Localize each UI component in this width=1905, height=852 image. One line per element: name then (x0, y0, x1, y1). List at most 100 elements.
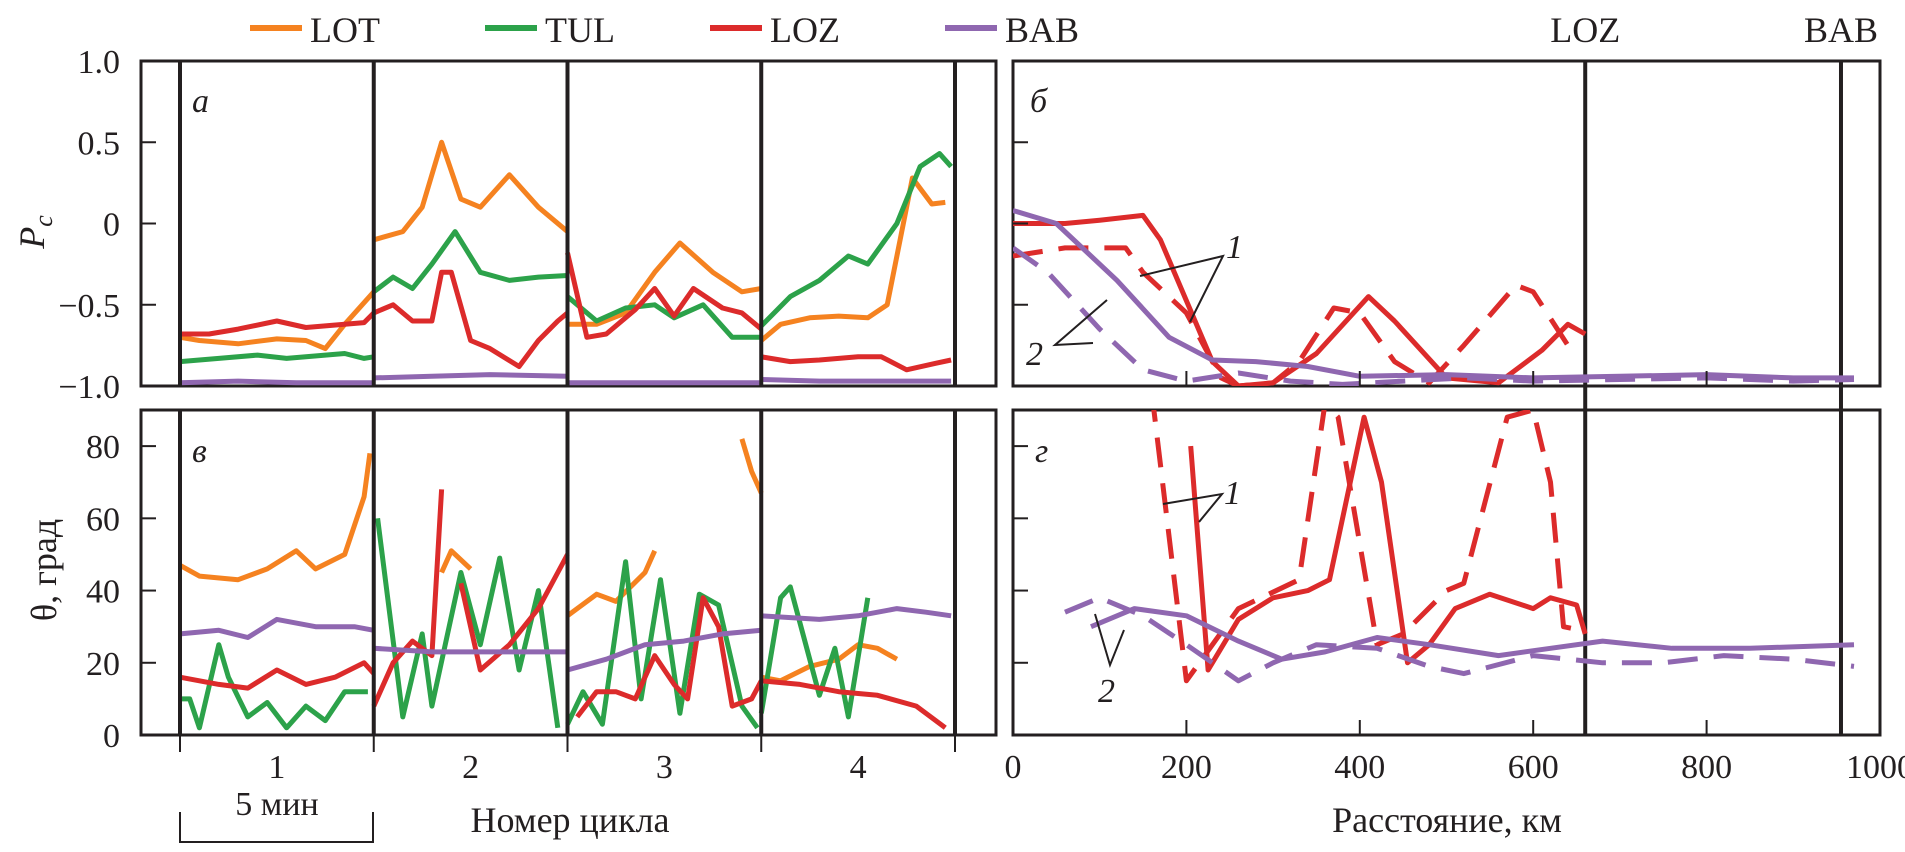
series-line-segment (565, 252, 763, 340)
panel-v-plot (178, 438, 952, 731)
legend-item-loz: LOZ (710, 10, 840, 50)
svg-text:Pc: Pc (12, 215, 58, 250)
series-line-segment (373, 372, 568, 381)
legend-label: LOZ (770, 10, 840, 50)
series-line-bab-2-dashed- (1064, 595, 1855, 684)
annotation-1-bottom: 1 (1162, 475, 1241, 523)
series-line-bab-2-solid- (1090, 606, 1855, 662)
station-labels: LOZ BAB (1550, 10, 1878, 735)
series-line-segment (739, 438, 764, 495)
legend-item-lot: LOT (250, 10, 380, 50)
series-line-loz-1-dashed- (1151, 410, 1582, 684)
x-tick-label: 600 (1508, 749, 1559, 786)
series-line-segment (565, 559, 760, 730)
legend-label: BAB (1005, 10, 1079, 50)
x-tick-label: 400 (1334, 749, 1385, 786)
y-tick-label: 20 (86, 646, 120, 683)
series-line-loz-1-solid- (1013, 212, 1587, 386)
series-bab (179, 372, 952, 386)
series-line-segment (575, 595, 764, 719)
cycle-tick-label: 4 (850, 749, 867, 786)
panel-tag-b: б (1030, 83, 1049, 120)
series-line-segment (565, 294, 762, 340)
series-line-segment (759, 175, 946, 343)
x-tick-label: 1000 (1846, 749, 1905, 786)
series-lot (179, 139, 946, 352)
legend-item-bab: BAB (945, 10, 1079, 50)
legend-label: TUL (545, 10, 615, 50)
panel-tag-v: в (192, 433, 207, 470)
left-x-axis-title: Номер цикла (470, 800, 669, 840)
right-x-axis-title: Расстояние, км (1332, 800, 1562, 840)
scale-bar (179, 812, 374, 843)
series-line-segment (372, 269, 570, 369)
series-line-segment (371, 489, 445, 708)
y-tick-label: −1.0 (58, 369, 120, 406)
series-line-segment (373, 645, 568, 655)
series-line-segment (566, 627, 762, 673)
series-line-segment (180, 311, 376, 337)
legend-label: LOT (310, 10, 380, 50)
series-line-segment (761, 377, 952, 384)
series-line-segment (179, 351, 375, 365)
series-line-segment (566, 549, 657, 618)
series-line-loz-1-solid- (1188, 414, 1588, 673)
series-line-segment (179, 660, 376, 691)
series-line-segment (567, 240, 762, 327)
series-lot (178, 438, 899, 684)
x-tick-label: 800 (1681, 749, 1732, 786)
y-tick-label: 40 (86, 574, 120, 611)
series-line-segment (179, 378, 374, 386)
y-tick-label: 0.5 (78, 125, 121, 162)
annotation-2-top: 2 (1026, 299, 1108, 373)
series-line-segment (761, 606, 952, 622)
y-tick-label: 1.0 (78, 44, 121, 81)
series-line-segment (458, 553, 570, 673)
station-label-bab: BAB (1804, 10, 1878, 50)
legend-item-tul: TUL (485, 10, 615, 50)
panel-b-frame (1011, 59, 1882, 388)
top-y-axis-title: Pc (12, 215, 58, 250)
series-line-segment (760, 354, 952, 373)
series-line-segment (179, 616, 375, 640)
series-line-bab-2-solid- (1013, 208, 1854, 381)
series-loz (179, 489, 947, 730)
cycle-tick-label: 3 (656, 749, 673, 786)
series-line-segment (439, 548, 473, 574)
panel-b-plot (1013, 208, 1855, 386)
series-bab (179, 606, 952, 673)
series-tul (179, 151, 953, 365)
x-tick-label: 200 (1161, 749, 1212, 786)
series-line-segment (759, 151, 953, 328)
annotation-label-1-bottom: 1 (1224, 475, 1241, 512)
panel-a-plot (179, 139, 953, 386)
panel-tag-g: г (1035, 433, 1048, 470)
y-tick-label: −0.5 (58, 288, 120, 325)
y-tick-label: 0 (103, 207, 120, 244)
y-tick-label: 60 (86, 501, 120, 538)
annotation-2-bottom: 2 (1094, 613, 1125, 710)
series-loz (180, 252, 952, 373)
legend: LOT TUL LOZ BAB (250, 10, 1079, 50)
cycle-tick-label: 2 (462, 749, 479, 786)
y-tick-label: 80 (86, 429, 120, 466)
series-line-segment (761, 678, 947, 730)
series-line-segment (180, 642, 368, 731)
annotation-label-2-bottom: 2 (1098, 673, 1115, 710)
series-line-segment (179, 290, 376, 352)
series-line-segment (178, 452, 373, 583)
series-line-segment (375, 517, 561, 729)
annotation-label-1-top: 1 (1226, 229, 1243, 266)
annotation-label-2-top: 2 (1026, 336, 1043, 373)
cycle-tick-label: 1 (268, 749, 285, 786)
series-line-segment (372, 229, 568, 294)
series-line-bab-2-dashed- (1013, 245, 1855, 386)
annotation-1-top: 1 (1139, 229, 1243, 323)
y-tick-label: 0 (103, 718, 120, 755)
series-line-segment (373, 139, 570, 243)
series-line-segment (758, 584, 871, 720)
bottom-y-axis-title: θ, град (24, 519, 64, 621)
scale-bar-label: 5 мин (235, 786, 318, 823)
